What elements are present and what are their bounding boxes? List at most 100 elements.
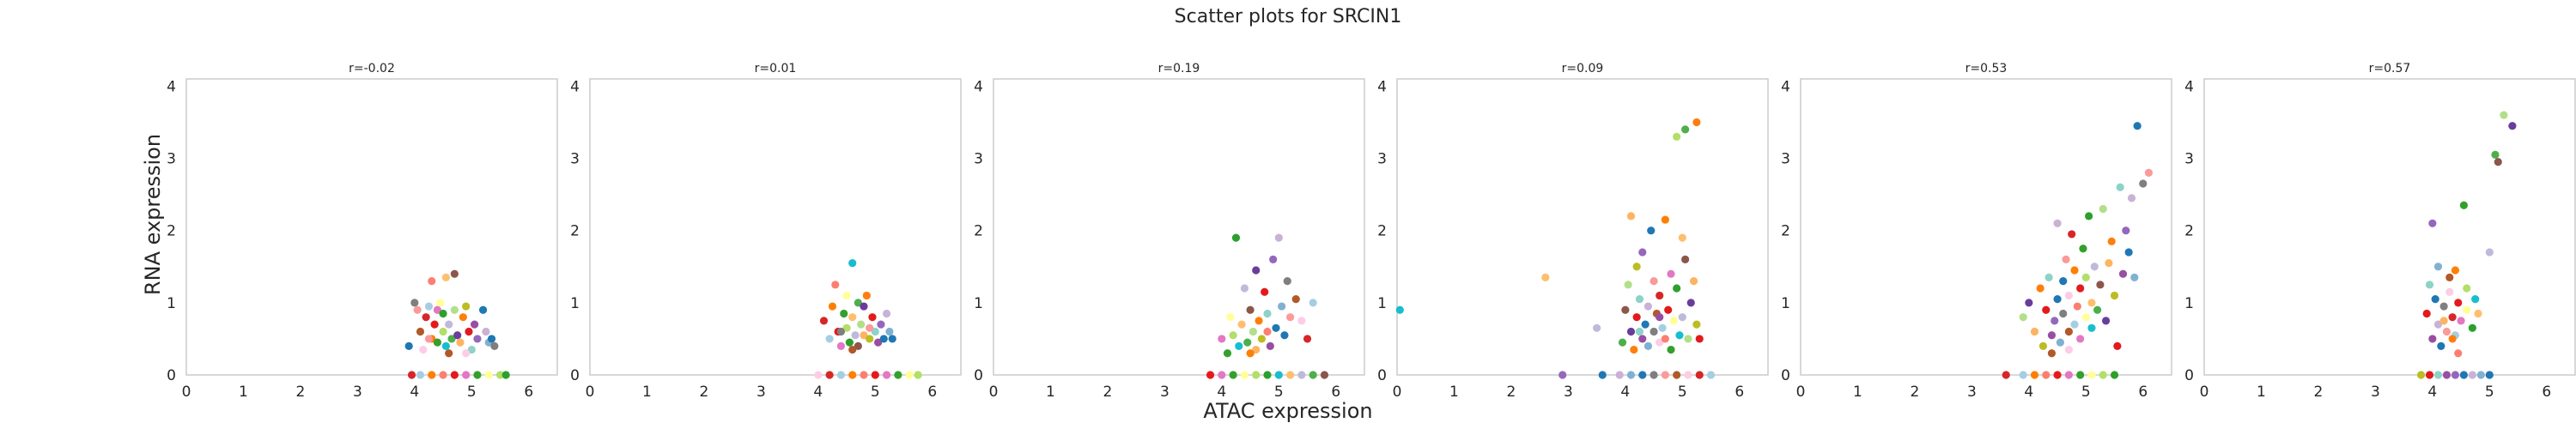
data-point <box>2002 371 2010 379</box>
y-tick-label: 0 <box>1377 367 1387 384</box>
y-tick-label: 4 <box>974 78 983 95</box>
x-tick-label: 4 <box>2427 384 2437 401</box>
x-tick-label: 3 <box>1967 384 1977 401</box>
data-point <box>1695 371 1704 379</box>
data-point <box>2081 273 2090 282</box>
data-point <box>2062 255 2070 263</box>
y-tick-label: 3 <box>570 151 580 168</box>
data-point <box>445 320 453 329</box>
y-tick-label: 4 <box>570 78 580 95</box>
data-point <box>2047 331 2057 340</box>
data-point <box>2459 371 2468 379</box>
y-tick-label: 2 <box>2184 223 2194 240</box>
data-point <box>2139 179 2148 188</box>
x-tick-label: 1 <box>1449 384 1459 401</box>
data-point <box>2144 168 2154 177</box>
data-point <box>2437 341 2445 350</box>
plot-frame <box>2203 78 2576 376</box>
data-point <box>1692 118 1701 127</box>
data-point <box>450 371 459 379</box>
data-point <box>848 313 857 322</box>
scatter-panel: r=0.57 0 1 2 3 4 5 6 0 1 2 3 4 <box>2184 62 2576 401</box>
data-point <box>450 305 459 314</box>
y-tick-label: 1 <box>1781 295 1790 312</box>
data-point <box>1681 125 1690 134</box>
x-tick-label: 2 <box>1103 384 1113 401</box>
data-point <box>2059 309 2068 318</box>
data-point <box>1667 345 1675 354</box>
data-point <box>1673 371 1681 379</box>
data-point <box>1706 371 1716 379</box>
data-point <box>1684 371 1692 379</box>
data-point <box>819 317 829 325</box>
data-point <box>2085 212 2093 221</box>
data-point <box>2425 281 2434 289</box>
data-point <box>1541 273 1550 282</box>
data-point <box>1675 331 1684 340</box>
data-point <box>404 341 413 350</box>
data-point <box>1246 305 1255 314</box>
x-tick-label: 2 <box>700 384 709 401</box>
x-tick-label: 0 <box>182 384 191 401</box>
data-point <box>1664 305 1673 314</box>
data-point <box>877 320 885 329</box>
data-point <box>450 269 459 278</box>
data-point <box>484 371 493 379</box>
data-point <box>1621 305 1630 314</box>
x-tick-label: 6 <box>1735 384 1744 401</box>
x-tick-label: 4 <box>1620 384 1630 401</box>
plot-frame <box>1800 78 2172 376</box>
data-point <box>1661 215 1669 224</box>
data-point <box>2099 204 2107 214</box>
data-point <box>467 345 476 354</box>
data-point <box>462 371 471 379</box>
data-point <box>842 291 851 300</box>
plot-frame <box>589 78 962 376</box>
data-point <box>1274 371 1283 379</box>
data-point <box>2508 122 2517 130</box>
data-point <box>1266 341 1274 350</box>
data-point <box>2491 150 2500 159</box>
data-point <box>439 371 447 379</box>
x-tick-label: 3 <box>1564 384 1573 401</box>
data-point <box>2428 219 2437 227</box>
y-tick-label: 2 <box>1781 223 1790 240</box>
data-point <box>1678 313 1686 322</box>
y-tick-label: 2 <box>167 223 176 240</box>
data-point <box>1255 317 1263 325</box>
data-point <box>462 302 471 311</box>
x-tick-label: 4 <box>813 384 823 401</box>
x-tick-label: 0 <box>1393 384 1402 401</box>
data-point <box>2030 371 2039 379</box>
data-point <box>2448 335 2457 343</box>
data-point <box>2101 317 2111 325</box>
data-point <box>1661 335 1669 343</box>
data-point <box>836 327 846 336</box>
data-point <box>439 309 447 318</box>
data-point <box>2433 263 2443 271</box>
data-point <box>1218 371 1226 379</box>
data-point <box>1229 331 1237 340</box>
data-point <box>2454 349 2463 358</box>
data-point <box>2073 302 2081 311</box>
data-point <box>2076 335 2085 343</box>
data-point <box>416 371 425 379</box>
x-tick-label: 6 <box>2138 384 2148 401</box>
data-point <box>433 305 442 314</box>
data-point <box>1638 371 1647 379</box>
data-point <box>2056 338 2064 347</box>
data-point <box>1593 323 1601 332</box>
data-point <box>473 371 482 379</box>
y-tick-label: 0 <box>2184 367 2194 384</box>
data-point <box>2130 273 2139 282</box>
data-point <box>1261 287 1269 296</box>
x-tick-label: 5 <box>2081 384 2091 401</box>
data-point <box>825 371 834 379</box>
data-point <box>1658 323 1667 332</box>
data-point <box>1249 327 1257 336</box>
data-point <box>1243 338 1252 347</box>
y-tick-label: 4 <box>2184 78 2194 95</box>
data-point <box>2042 371 2050 379</box>
data-point <box>1669 317 1678 325</box>
